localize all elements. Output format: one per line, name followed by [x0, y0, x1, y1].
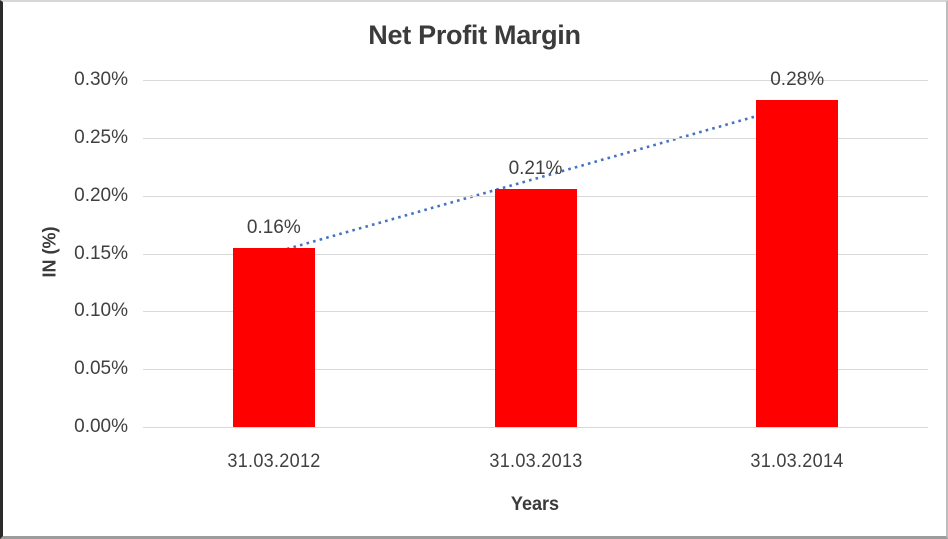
gridline [143, 427, 928, 428]
y-tick-label: 0.10% [74, 300, 128, 322]
y-tick-label: 0.30% [74, 69, 128, 90]
y-tick-label: 0.00% [74, 416, 128, 437]
gridline [143, 80, 928, 81]
bar-31.03.2013[interactable] [494, 188, 577, 427]
y-tick-label: 0.25% [74, 126, 128, 148]
data-label: 0.16% [246, 216, 301, 238]
x-tick-label: 31.03.2013 [488, 451, 583, 472]
bar-31.03.2012[interactable] [232, 247, 315, 427]
bar-31.03.2014[interactable] [756, 99, 839, 427]
x-axis-title: Years [510, 494, 560, 515]
x-tick-label: 31.03.2012 [227, 451, 321, 472]
y-tick-label: 0.20% [74, 184, 128, 206]
gridline [143, 137, 928, 139]
y-tick-label: 0.15% [74, 242, 128, 264]
data-label: 0.21% [508, 157, 563, 179]
x-tick-label: 31.03.2014 [750, 451, 844, 472]
chart-title: Net Profit Margin [368, 20, 581, 50]
data-label: 0.28% [770, 68, 825, 90]
y-tick-label: 0.05% [74, 358, 128, 380]
